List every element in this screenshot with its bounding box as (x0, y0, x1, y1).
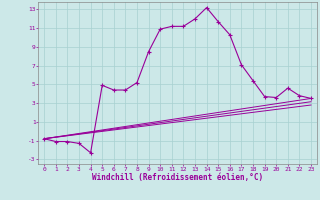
X-axis label: Windchill (Refroidissement éolien,°C): Windchill (Refroidissement éolien,°C) (92, 173, 263, 182)
